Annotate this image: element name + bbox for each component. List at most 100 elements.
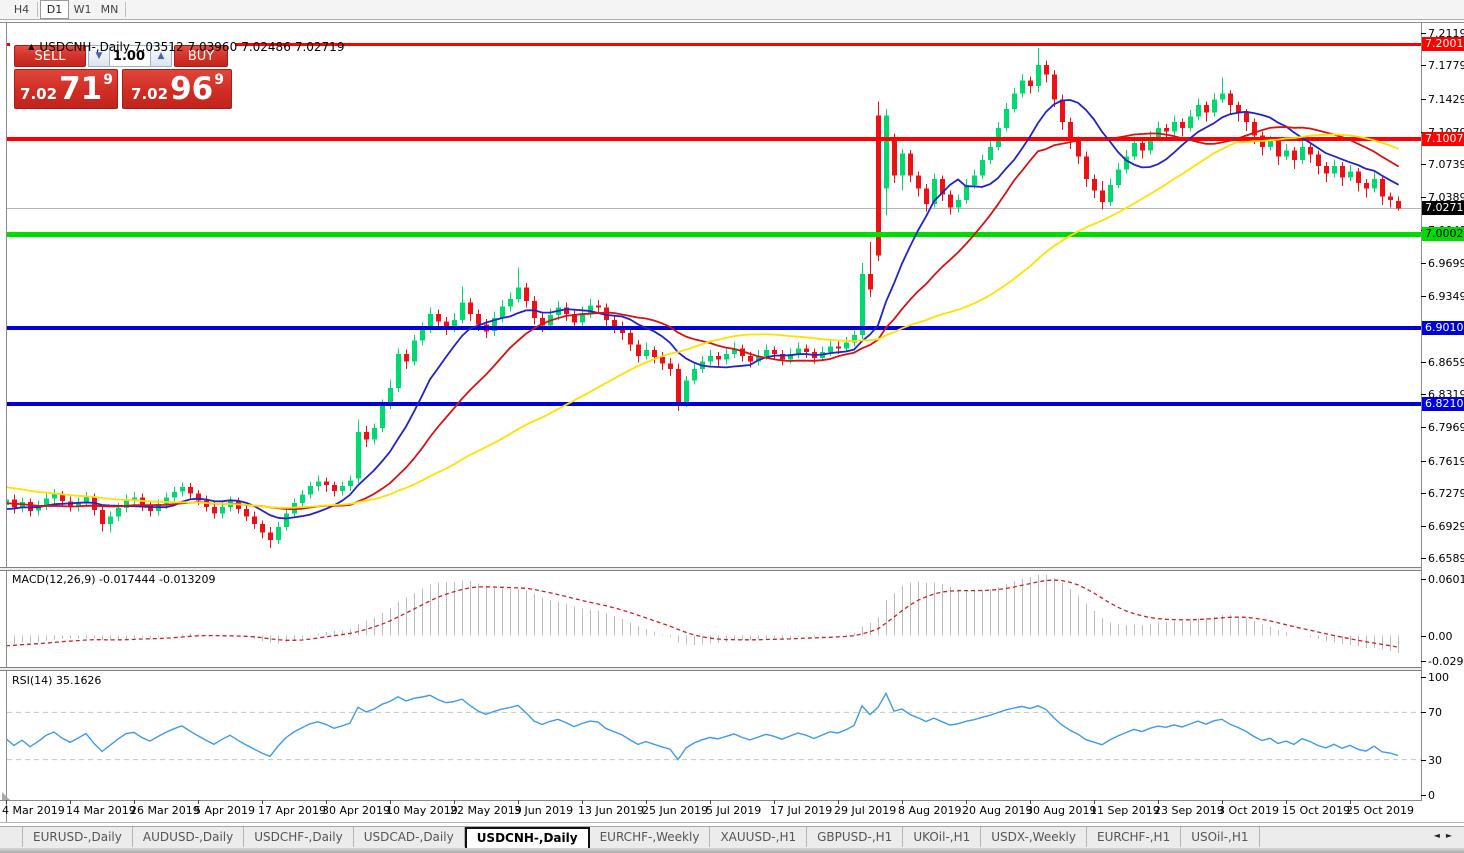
symbol-tab-usoil-h1[interactable]: USOil-,H1	[1181, 827, 1260, 847]
macd-axis-label: 0.060161	[1428, 573, 1464, 586]
tab-scroll-right-icon[interactable]: ►	[1445, 831, 1458, 840]
date-label: 17 Jul 2019	[770, 804, 833, 817]
date-tick	[262, 800, 263, 804]
resize-grip-icon[interactable]	[2, 792, 10, 800]
date-label: 8 Aug 2019	[898, 804, 962, 817]
date-tick	[134, 800, 135, 804]
timeframe-button-d1[interactable]: D1	[40, 0, 69, 19]
axis-tick	[1421, 661, 1426, 662]
date-tick	[1286, 800, 1287, 804]
symbol-tab-usdchf-daily[interactable]: USDCHF-,Daily	[244, 827, 354, 847]
price-axis-label: 6.93490	[1428, 290, 1464, 303]
chart-left-border	[6, 22, 7, 822]
symbol-tab-eurchf-h1[interactable]: EURCHF-,H1	[1087, 827, 1182, 847]
rsi-indicator-label: RSI(14) 35.1626	[12, 674, 102, 687]
date-label: 25 Oct 2019	[1346, 804, 1415, 817]
date-label: 4 Mar 2019	[2, 804, 65, 817]
date-tick	[1350, 800, 1351, 804]
buy-price-tile[interactable]: 7.02 96 9	[122, 69, 232, 109]
date-label: 30 Apr 2019	[322, 804, 391, 817]
timeframe-button-mn[interactable]: MN	[100, 3, 119, 16]
symbol-tab-eurusd-daily[interactable]: EURUSD-,Daily	[22, 827, 133, 847]
price-tag-6.82103: 6.82103	[1422, 397, 1464, 411]
date-tick	[710, 800, 711, 804]
axis-tick	[1421, 579, 1426, 580]
timeframe-button-h4[interactable]: H4	[13, 3, 30, 16]
date-label: 10 May 2019	[386, 804, 458, 817]
volume-increase-button[interactable]: ▲	[150, 45, 172, 67]
date-label: 26 Mar 2019	[130, 804, 200, 817]
volume-input[interactable]	[110, 45, 150, 67]
chart-title: ▲ USDCNH-,Daily 7.03512 7.03960 7.02486 7.027…	[13, 26, 348, 68]
sell-button[interactable]: SELL	[14, 45, 86, 67]
price-axis-label: 6.69290	[1428, 520, 1464, 533]
date-tick	[1222, 800, 1223, 804]
axis-tick	[1421, 558, 1426, 559]
rsi-panel-splitter[interactable]	[0, 667, 1421, 671]
axis-tick	[1421, 164, 1426, 165]
axis-tick	[1421, 636, 1426, 637]
price-axis-label: 7.17790	[1428, 59, 1464, 72]
date-label: 14 Mar 2019	[66, 804, 136, 817]
price-axis-label: 6.76190	[1428, 455, 1464, 468]
macd-indicator-label: MACD(12,26,9) -0.017444 -0.013209	[12, 573, 216, 586]
date-label: 29 Jul 2019	[834, 804, 897, 817]
toolbar-separator	[37, 2, 38, 17]
date-label: 5 Jul 2019	[706, 804, 762, 817]
symbol-tab-eurchf-weekly[interactable]: EURCHF-,Weekly	[590, 827, 711, 847]
sell-price-big: 71	[59, 71, 103, 107]
rsi-axis-label: 0	[1428, 789, 1435, 802]
buy-button[interactable]: BUY	[174, 45, 228, 67]
date-tick	[6, 800, 7, 804]
axis-tick	[1421, 493, 1426, 494]
price-axis-label: 6.79690	[1428, 421, 1464, 434]
buy-price-pip: 9	[214, 72, 224, 88]
axis-tick	[1421, 99, 1426, 100]
axis-tick	[1421, 526, 1426, 527]
date-label: 13 Jun 2019	[578, 804, 645, 817]
buy-price-prefix: 7.02	[131, 85, 169, 103]
axis-tick	[1421, 33, 1426, 34]
tab-scroll-arrows: ◄►	[1434, 831, 1458, 840]
date-tick	[902, 800, 903, 804]
symbol-tab-xauusd-h1[interactable]: XAUUSD-,H1	[710, 827, 808, 847]
toolbar-separator	[125, 2, 126, 17]
symbol-tab-usdcad-daily[interactable]: USDCAD-,Daily	[354, 827, 465, 847]
macd-panel-splitter[interactable]	[0, 567, 1421, 571]
date-tick	[198, 800, 199, 804]
axis-tick	[1421, 296, 1426, 297]
axis-tick	[1421, 263, 1426, 264]
date-label: 30 Aug 2019	[1026, 804, 1097, 817]
symbol-tab-gbpusd-h1[interactable]: GBPUSD-,H1	[807, 827, 904, 847]
rsi-axis-label: 70	[1428, 706, 1442, 719]
symbol-tab-ukoil-h1[interactable]: UKOil-,H1	[903, 827, 982, 847]
tab-scroll-left-icon[interactable]: ◄	[1433, 831, 1446, 840]
volume-decrease-button[interactable]: ▼	[88, 45, 110, 67]
date-tick	[1094, 800, 1095, 804]
symbol-tab-usdcnh-daily[interactable]: USDCNH-,Daily	[464, 827, 590, 850]
one-click-panel-toggle-icon[interactable]: ▲	[28, 42, 35, 51]
symbol-tab-usdx-weekly[interactable]: USDX-,Weekly	[981, 827, 1087, 847]
date-tick	[1030, 800, 1031, 804]
sell-price-pip: 9	[103, 72, 113, 88]
sell-price-tile[interactable]: 7.02 71 9	[14, 69, 118, 109]
symbol-tab-audusd-daily[interactable]: AUDUSD-,Daily	[133, 827, 245, 847]
axis-tick	[1421, 65, 1426, 66]
price-tag-6.90100: 6.90100	[1422, 321, 1464, 335]
date-tick	[774, 800, 775, 804]
timeframe-button-w1[interactable]: W1	[73, 3, 92, 16]
axis-tick	[1421, 795, 1426, 796]
axis-tick	[1421, 427, 1426, 428]
date-label: 20 Aug 2019	[962, 804, 1033, 817]
price-axis-label: 6.86590	[1428, 356, 1464, 369]
axis-tick	[1421, 362, 1426, 363]
date-tick	[838, 800, 839, 804]
date-label: 3 Jun 2019	[514, 804, 574, 817]
axis-tick	[1421, 712, 1426, 713]
price-axis-label: 7.21190	[1428, 27, 1464, 40]
date-label: 25 Jun 2019	[642, 804, 709, 817]
